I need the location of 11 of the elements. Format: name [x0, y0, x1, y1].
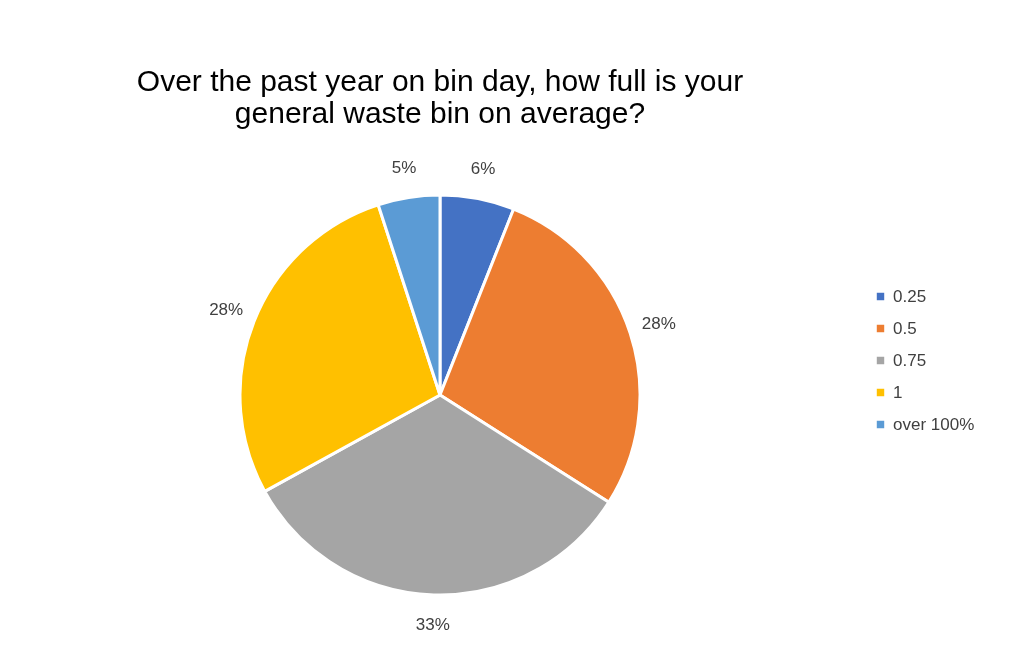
data-label: 33%: [415, 614, 450, 634]
legend-label: over 100%: [893, 414, 975, 434]
legend-label: 0.25: [893, 286, 927, 306]
data-label: 6%: [470, 159, 496, 179]
chart-title: Over the past year on bin day, how full is your general waste bin on average?: [136, 63, 744, 129]
data-label: 28%: [641, 313, 676, 333]
data-label: 5%: [391, 157, 417, 177]
legend-label: 0.5: [893, 318, 917, 338]
data-label: 28%: [209, 300, 244, 320]
legend-label: 0.75: [893, 350, 927, 370]
legend-label: 1: [893, 382, 903, 402]
